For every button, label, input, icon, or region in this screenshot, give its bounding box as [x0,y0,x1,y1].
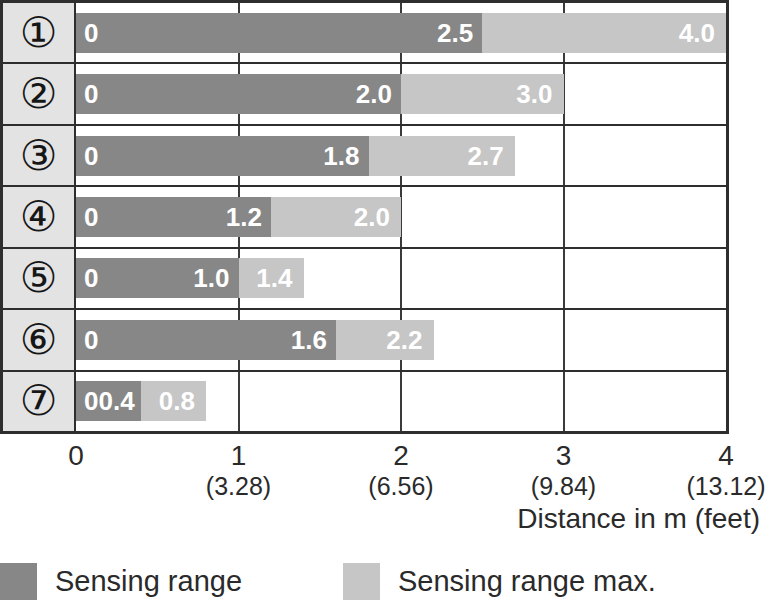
row-id-cell: ② [3,64,76,123]
bar-zero-label: 0 [84,265,98,291]
bar-range-value: 2.0 [356,81,392,107]
x-tick: 3 (9.84) [531,442,596,501]
x-tick-feet: (6.56) [368,473,433,501]
sensing-range-chart: ① 4.002.5 ② 3.002.0 ③ 2.701.8 ④ 2.001.2 … [0,0,729,434]
legend-swatch-sensing-range [0,563,37,600]
row-id-label: ④ [20,196,58,238]
gridline [563,126,565,185]
x-tick-meters: 2 [368,442,433,470]
chart-row: ⑦ 0.8 00.4 [3,372,726,431]
bar-sensing-range: 01.2 [76,197,271,237]
x-axis-title: Distance in m (feet) [517,503,760,535]
x-tick: 1 (3.28) [206,442,271,501]
row-plot: 3.002.0 [76,64,726,123]
bar-zero-label: 0 [84,81,98,107]
bar-sensing-range: 02.5 [76,13,482,53]
bar-max-value: 0.8 [159,388,195,414]
bar-zero-label: 0 [84,388,98,414]
bar-range-value: 1.2 [226,204,262,230]
bar-max-value: 4.0 [679,20,715,46]
row-id-cell: ① [3,3,76,62]
row-plot: 2.001.2 [76,187,726,246]
chart-row: ② 3.002.0 [3,64,726,125]
row-plot: 0.8 00.4 [76,372,726,431]
chart-row: ⑤ 1.401.0 [3,249,726,310]
gridline [563,249,565,308]
gridline [238,372,240,431]
x-tick-meters: 3 [531,442,596,470]
row-id-cell: ③ [3,126,76,185]
bar-sensing-range: 01.6 [76,320,336,360]
bar-sensing-range: 01.8 [76,136,369,176]
x-tick-meters: 1 [206,442,271,470]
x-tick-feet: (3.28) [206,473,271,501]
bar-max-value: 2.0 [354,204,390,230]
gridline [563,310,565,369]
chart-row: ① 4.002.5 [3,3,726,64]
row-id-label: ① [20,12,58,54]
chart-row: ③ 2.701.8 [3,126,726,187]
legend-item-sensing-range: Sensing range [0,563,242,600]
bar-sensing-range-max: 2.0 [271,197,401,237]
bar-range-value: 2.5 [437,20,473,46]
bar-sensing-range-max: 4.0 [482,13,726,53]
chart-row: ⑥ 2.201.6 [3,310,726,371]
row-id-cell: ⑦ [3,372,76,431]
bar-range-value: 1.8 [323,143,359,169]
sensing-range-figure: ① 4.002.5 ② 3.002.0 ③ 2.701.8 ④ 2.001.2 … [0,0,769,600]
bar-range-value: 1.0 [193,265,229,291]
bar-sensing-range-max: 2.2 [336,320,434,360]
row-id-label: ⑤ [20,257,58,299]
x-tick-meters: 4 [686,442,765,470]
bar-sensing-range: 01.0 [76,258,239,298]
gridline [563,187,565,246]
x-tick-meters: 0 [68,442,84,470]
legend-label-sensing-range-max: Sensing range max. [398,565,656,598]
legend-label-sensing-range: Sensing range [55,565,242,598]
bar-sensing-range: 02.0 [76,74,401,114]
x-tick: 4 (13.12) [686,442,765,501]
row-plot: 2.201.6 [76,310,726,369]
bar-max-value: 2.2 [386,327,422,353]
bar-sensing-range-max: 2.7 [369,136,515,176]
gridline [563,372,565,431]
x-tick: 2 (6.56) [368,442,433,501]
row-plot: 2.701.8 [76,126,726,185]
bar-sensing-range-max: 0.8 [141,381,206,421]
row-plot: 4.002.5 [76,3,726,62]
bar-max-value: 2.7 [468,143,504,169]
bar-zero-label: 0 [84,204,98,230]
x-tick: 0 [68,442,84,470]
chart-row: ④ 2.001.2 [3,187,726,248]
gridline [400,372,402,431]
row-plot: 1.401.0 [76,249,726,308]
gridline [400,249,402,308]
bar-range-value: 1.6 [291,327,327,353]
bar-sensing-range: 00.4 [76,381,141,421]
bar-sensing-range-max: 1.4 [239,258,304,298]
row-id-cell: ⑤ [3,249,76,308]
legend-swatch-sensing-range-max [343,563,380,600]
bar-zero-label: 0 [84,20,98,46]
bar-max-value: 1.4 [256,265,292,291]
row-id-label: ⑥ [20,319,58,361]
row-id-cell: ⑥ [3,310,76,369]
legend-item-sensing-range-max: Sensing range max. [343,563,656,600]
bar-sensing-range-max: 3.0 [401,74,564,114]
bar-max-value: 3.0 [516,81,552,107]
row-id-label: ⑦ [20,380,58,422]
bar-zero-label: 0 [84,143,98,169]
x-tick-feet: (9.84) [531,473,596,501]
x-tick-feet: (13.12) [686,473,765,501]
row-id-label: ② [20,73,58,115]
bar-range-value: 0.4 [98,388,134,414]
bar-zero-label: 0 [84,327,98,353]
row-id-cell: ④ [3,187,76,246]
row-id-label: ③ [20,135,58,177]
